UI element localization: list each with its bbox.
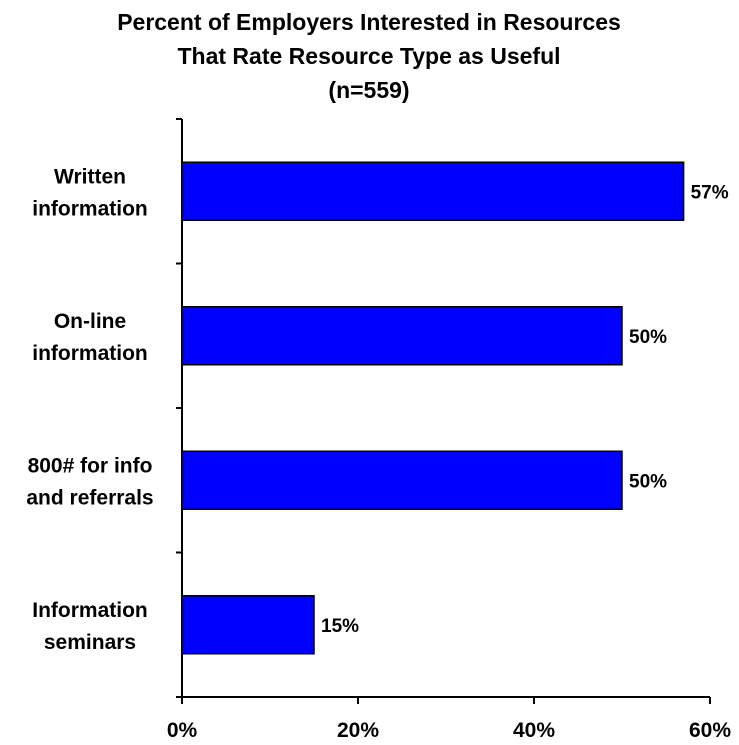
chart-title-line-1: Percent of Employers Interested in Resou… — [117, 9, 621, 35]
chart-title-line-3: (n=559) — [328, 77, 409, 103]
chart-title-line-2: That Rate Resource Type as Useful — [177, 43, 560, 69]
data-label: 50% — [629, 471, 667, 492]
data-label: 57% — [691, 182, 729, 203]
category-label-line-1: Written — [54, 165, 126, 188]
bar — [181, 161, 685, 221]
x-tick-label: 20% — [337, 719, 379, 742]
data-label: 50% — [629, 327, 667, 348]
data-label: 15% — [321, 616, 359, 637]
x-tick-label: 0% — [167, 719, 198, 742]
category-label-line-2: information — [32, 342, 148, 365]
x-tick-label: 60% — [689, 719, 731, 742]
category-label-line-1: Information — [32, 599, 148, 622]
bar — [181, 306, 623, 366]
x-tick-label: 40% — [513, 719, 555, 742]
category-label-line-2: information — [32, 197, 148, 220]
bar — [181, 595, 315, 655]
bar — [181, 450, 623, 510]
category-label-line-1: 800# for info — [28, 454, 153, 477]
category-label-line-2: and referrals — [26, 486, 153, 509]
chart-title: Percent of Employers Interested in Resou… — [117, 9, 621, 103]
plot-area: 0% 20% 40% 60% 57% Written information 50% On-li… — [26, 118, 731, 742]
category-label-line-2: seminars — [44, 631, 136, 654]
category-label-line-1: On-line — [54, 310, 126, 333]
